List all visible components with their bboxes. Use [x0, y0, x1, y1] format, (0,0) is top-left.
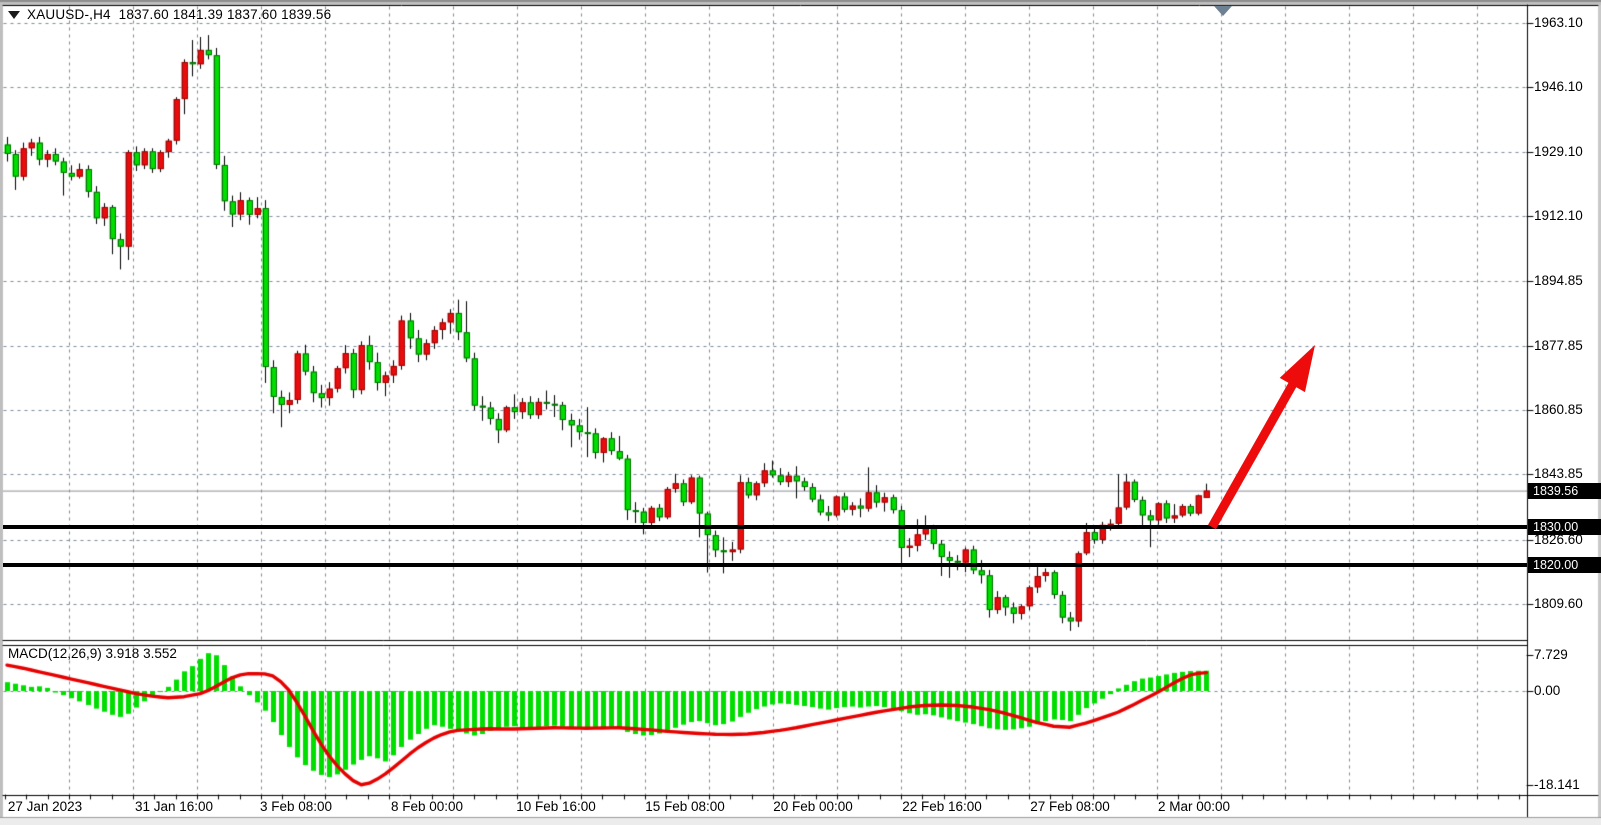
time-axis-label: 15 Feb 08:00	[645, 799, 725, 814]
price-axis-label: 1877.85	[1534, 337, 1583, 353]
price-axis-label: 1963.10	[1534, 15, 1583, 30]
symbol-ohlc-text: XAUUSD-,H4 1837.60 1841.39 1837.60 1839.…	[27, 7, 332, 22]
macd-axis-label: 0.00	[1534, 683, 1561, 698]
price-axis-label: 1826.60	[1534, 531, 1583, 547]
current-price-tag: 1839.56	[1528, 482, 1601, 499]
symbol-ohlc-header: XAUUSD-,H4 1837.60 1841.39 1837.60 1839.…	[8, 7, 331, 22]
macd-axis-label: -18.141	[1534, 777, 1580, 792]
time-axis-label: 8 Feb 00:00	[390, 799, 464, 814]
time-axis-label: 2 Mar 00:00	[1157, 799, 1231, 814]
time-axis-label: 20 Feb 00:00	[773, 799, 853, 814]
horizontal-level-line-1820.00[interactable]	[3, 562, 1527, 567]
collapse-triangle-icon[interactable]	[8, 11, 20, 19]
price-axis-label: 1843.85	[1534, 466, 1583, 482]
level-tag-1820.00: 1820.00	[1528, 556, 1601, 573]
time-axis-label: 27 Jan 2023	[7, 799, 83, 814]
macd-indicator-label: MACD(12,26,9) 3.918 3.552	[8, 646, 177, 661]
price-axis-label: 1912.10	[1534, 208, 1583, 224]
time-marker-icon	[1214, 6, 1232, 16]
price-axis-label: 1894.85	[1534, 273, 1583, 289]
time-axis-label: 27 Feb 08:00	[1030, 799, 1110, 814]
price-axis-label: 1860.85	[1534, 402, 1583, 418]
price-axis-label: 1929.10	[1534, 143, 1583, 159]
time-axis-label: 31 Jan 16:00	[134, 799, 214, 814]
time-axis-label: 22 Feb 16:00	[902, 799, 982, 814]
level-tag-1830.00: 1830.00	[1528, 518, 1601, 535]
horizontal-level-line-1830.00[interactable]	[3, 524, 1527, 529]
time-axis-label: 10 Feb 16:00	[516, 799, 596, 814]
time-axis-label: 3 Feb 08:00	[259, 799, 333, 814]
macd-axis-label: 7.729	[1534, 647, 1568, 662]
price-axis-label: 1946.10	[1534, 79, 1583, 95]
price-axis-label: 1809.60	[1534, 595, 1583, 611]
